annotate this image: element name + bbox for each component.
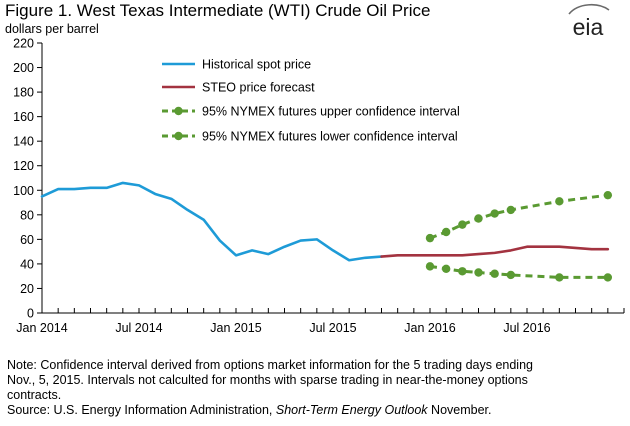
series-3-point xyxy=(555,197,564,206)
eia-logo: eia xyxy=(568,4,610,40)
series-4-point xyxy=(441,264,451,274)
series-3-point xyxy=(490,209,499,218)
series-4-point xyxy=(603,273,613,282)
y-axis-units: dollars per barrel xyxy=(5,22,99,36)
axes: 0 20 40 60 80 100 120 140 160 180 200 220 Jan 2014 Ju… xyxy=(13,37,625,335)
series-4-line xyxy=(429,264,608,279)
y-tick-label: 60 xyxy=(20,233,34,247)
y-tick-label: 200 xyxy=(13,61,34,75)
series-2 xyxy=(380,245,610,258)
source-line: Source: U.S. Energy Information Administ… xyxy=(7,403,627,418)
series-1-line xyxy=(40,181,383,262)
series-4-point xyxy=(474,268,483,277)
x-tick-label: Jul 2016 xyxy=(503,321,550,335)
series-4 xyxy=(425,262,613,282)
chart-title: Figure 1. West Texas Intermediate (WTI) … xyxy=(5,1,431,20)
source-suffix: November. xyxy=(427,403,492,417)
series-4-point xyxy=(506,270,516,280)
y-tick-label: 40 xyxy=(20,257,34,271)
series-3 xyxy=(425,190,613,243)
legend-item-4: 95% NYMEX futures lower confidence inter… xyxy=(162,130,458,144)
series-3-point xyxy=(425,233,435,243)
series-4-point xyxy=(425,262,435,271)
series-3-point xyxy=(506,205,516,215)
y-tick-label: 180 xyxy=(13,86,34,100)
series-3-point xyxy=(441,227,451,237)
y-tick-label: 80 xyxy=(20,208,34,222)
y-tick-label: 0 xyxy=(27,307,34,321)
x-tick-label: Jul 2015 xyxy=(309,321,356,335)
source-publication: Short-Term Energy Outlook xyxy=(275,403,428,417)
y-tick-label: 140 xyxy=(13,135,34,149)
x-tick-label: Jan 2014 xyxy=(16,321,67,335)
note-line-2: Nov., 5, 2015. Intervals not calculted f… xyxy=(7,373,528,387)
series-4-point xyxy=(490,269,499,278)
series-3-point xyxy=(603,190,613,200)
x-tick-label: Jan 2015 xyxy=(210,321,261,335)
note-line-3: contracts. xyxy=(7,388,62,402)
legend-label-4: 95% NYMEX futures lower confidence inter… xyxy=(202,130,458,144)
source-prefix: Source: U.S. Energy Information Administ… xyxy=(7,403,276,417)
logo-arc xyxy=(568,4,610,15)
y-tick-label: 20 xyxy=(20,282,34,296)
y-tick-label: 100 xyxy=(13,184,34,198)
series-3-line xyxy=(429,193,609,240)
y-tick-label: 220 xyxy=(13,37,34,51)
legend-marker-4 xyxy=(174,131,183,141)
series-3-point xyxy=(458,220,467,229)
legend-label-2: STEO price forecast xyxy=(202,81,315,95)
series-4-point xyxy=(555,273,564,282)
note-line-1: Note: Confidence interval derived from o… xyxy=(7,358,533,372)
series-1 xyxy=(40,181,383,262)
series-2-line xyxy=(380,245,610,258)
legend-label-3: 95% NYMEX futures upper confidence inter… xyxy=(202,105,460,119)
logo-text: eia xyxy=(573,14,604,40)
legend-item-1: Historical spot price xyxy=(162,58,311,72)
x-tick-label: Jul 2014 xyxy=(115,321,162,335)
x-tick-label: Jan 2016 xyxy=(404,321,455,335)
series-3-point xyxy=(474,214,483,223)
chart-notes: Note: Confidence interval derived from o… xyxy=(7,358,627,418)
legend-label-1: Historical spot price xyxy=(202,58,311,72)
legend: Historical spot price STEO price forecast… xyxy=(162,58,460,144)
legend-item-3: 95% NYMEX futures upper confidence inter… xyxy=(162,105,460,119)
y-tick-label: 160 xyxy=(13,110,34,124)
legend-item-2: STEO price forecast xyxy=(162,81,315,95)
series-layer xyxy=(40,181,613,282)
legend-marker-3 xyxy=(174,106,183,116)
y-tick-label: 120 xyxy=(13,159,34,173)
series-4-point xyxy=(458,267,467,276)
